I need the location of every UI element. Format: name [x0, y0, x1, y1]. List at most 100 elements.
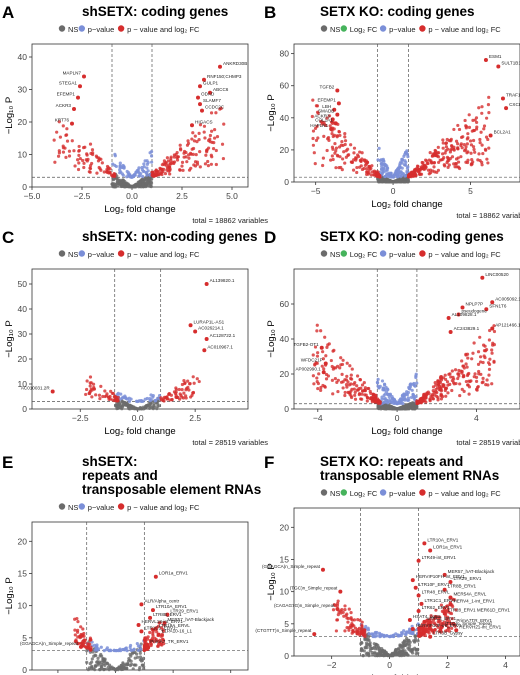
point-label: BCL2A1	[494, 129, 512, 134]
chart-title: SETX KO: repeats and	[320, 454, 463, 469]
ns-point	[127, 656, 131, 661]
significant-point	[206, 164, 210, 168]
y-tick-label: 10	[280, 587, 290, 597]
significant-point	[339, 356, 343, 360]
significant-point	[112, 173, 116, 178]
significant-point	[352, 151, 356, 155]
significant-point	[360, 620, 364, 624]
significant-point	[341, 157, 345, 161]
significant-point	[168, 165, 172, 169]
significant-point	[427, 158, 431, 162]
point-label: LOR1a_ERV1	[433, 544, 462, 549]
significant-point	[460, 369, 464, 374]
significant-point	[58, 135, 63, 139]
point-cloud	[84, 375, 201, 411]
pvalue-point	[403, 174, 407, 178]
ns-point	[115, 182, 119, 186]
pvalue-point	[156, 396, 160, 400]
ns-point	[411, 402, 415, 406]
significant-point	[312, 151, 316, 155]
significant-point	[352, 387, 356, 391]
pvalue-point	[143, 397, 147, 401]
pvalue-point	[364, 624, 368, 629]
significant-point	[478, 141, 482, 145]
significant-point	[362, 630, 366, 634]
y-tick-label: 40	[280, 113, 290, 123]
x-tick-label: 0	[387, 660, 392, 670]
significant-point	[81, 158, 85, 163]
pvalue-point	[408, 628, 412, 632]
labeled-point	[500, 96, 505, 101]
significant-point	[162, 162, 166, 166]
legend-label: p−value	[389, 25, 415, 34]
ns-point	[110, 182, 115, 186]
legend-label: NS	[330, 489, 340, 498]
ns-point	[383, 404, 387, 408]
significant-point	[174, 152, 178, 157]
pvalue-point	[136, 648, 141, 652]
ns-point	[90, 657, 94, 661]
labeled-point	[162, 621, 167, 626]
significant-point	[351, 630, 355, 634]
significant-point	[180, 388, 184, 392]
significant-point	[325, 148, 329, 153]
significant-point	[342, 150, 346, 154]
point-label: COL1A1	[315, 117, 333, 122]
chart-title: SETX KO: non-coding genes	[320, 229, 504, 244]
significant-point	[91, 382, 96, 386]
pvalue-point	[118, 164, 122, 168]
significant-point	[79, 625, 83, 629]
significant-point	[97, 393, 102, 397]
significant-point	[445, 628, 449, 632]
ns-point	[388, 653, 392, 658]
significant-point	[445, 161, 449, 165]
pvalue-point	[404, 163, 408, 167]
significant-point	[215, 135, 220, 139]
significant-point	[477, 152, 481, 156]
chart-title: repeats and	[82, 468, 158, 483]
ns-point	[413, 646, 417, 650]
labeled-point	[320, 567, 325, 572]
significant-point	[175, 395, 179, 399]
point-label: HERVH21-int_ERV1	[459, 624, 501, 629]
pvalue-point	[403, 393, 407, 398]
significant-point	[479, 372, 483, 376]
significant-point	[85, 379, 89, 383]
pvalue-point	[376, 158, 380, 162]
significant-point	[369, 391, 373, 395]
significant-point	[360, 151, 364, 155]
significant-point	[464, 124, 468, 128]
significant-point	[360, 623, 364, 628]
labeled-point	[136, 622, 141, 627]
point-label: EFEMP1	[317, 97, 336, 102]
significant-point	[482, 349, 487, 353]
significant-point	[467, 371, 471, 376]
significant-point	[354, 156, 358, 160]
significant-point	[486, 103, 491, 107]
significant-point	[442, 163, 446, 167]
y-tick-label: 40	[18, 304, 28, 314]
significant-point	[358, 150, 362, 154]
significant-point	[373, 400, 377, 404]
pvalue-point	[150, 160, 154, 164]
point-label: LTR29_ERV1	[453, 576, 481, 581]
significant-point	[483, 147, 488, 151]
significant-point	[143, 640, 147, 644]
significant-point	[114, 395, 118, 399]
significant-point	[473, 372, 477, 376]
y-tick-label: 10	[18, 150, 28, 160]
significant-point	[84, 387, 89, 392]
pvalue-point	[122, 647, 126, 652]
significant-point	[343, 135, 347, 139]
point-label: HAPLN1	[310, 123, 328, 128]
significant-point	[436, 398, 440, 402]
significant-point	[88, 642, 92, 646]
significant-point	[76, 635, 80, 639]
y-axis-label: −Log₁₀ P	[266, 94, 277, 132]
ns-point	[127, 183, 131, 187]
significant-point	[80, 633, 85, 637]
point-label: (CTGTTT)n_Simple_repeat	[255, 628, 312, 633]
point-label: LINC00520	[485, 272, 509, 277]
significant-point	[364, 162, 369, 166]
